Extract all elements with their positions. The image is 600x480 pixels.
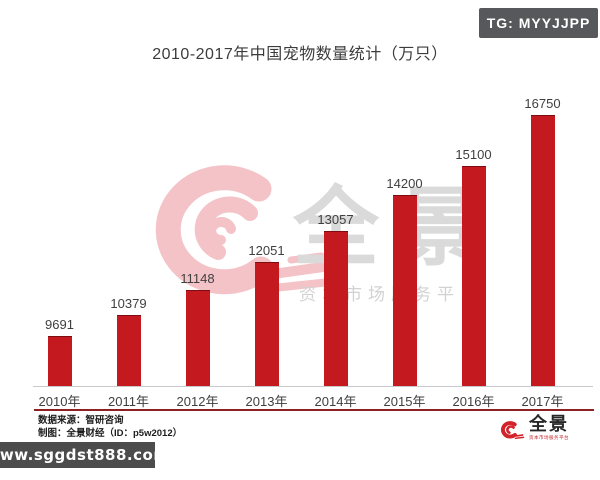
bar bbox=[47, 336, 72, 386]
x-axis-labels: 2010年 2011年 2012年 2013年 2014年 2015年 2016年 2017年 bbox=[25, 391, 577, 410]
tg-badge-label: TG: MYYJJPP bbox=[486, 15, 591, 31]
bar-value-label: 12051 bbox=[248, 243, 285, 258]
x-axis-tick-label: 2017年 bbox=[521, 394, 564, 409]
credit-text: 制图：全景财经（ID：p5w2012） bbox=[38, 428, 183, 439]
bar-value-label: 9691 bbox=[45, 317, 74, 332]
bar-column: 12051 bbox=[232, 90, 301, 386]
x-axis-tick-label: 2012年 bbox=[176, 394, 219, 409]
x-axis-tick-label: 2014年 bbox=[314, 394, 357, 409]
source-block: 数据来源：智研咨询 制图：全景财经（ID：p5w2012） bbox=[38, 414, 182, 440]
tg-badge: TG: MYYJJPP bbox=[479, 8, 598, 38]
bar-value-label: 14200 bbox=[386, 176, 423, 191]
bar-column: 11148 bbox=[163, 90, 232, 386]
bar bbox=[392, 195, 417, 386]
footer-logo-text: 全景 资本市场服务平台 bbox=[529, 415, 600, 447]
bar bbox=[323, 231, 348, 386]
x-axis-tick-label: 2013年 bbox=[245, 394, 288, 409]
quanjing-swirl-watermark-icon bbox=[155, 165, 334, 295]
x-axis-line bbox=[33, 386, 593, 387]
bar-column: 14200 bbox=[370, 90, 439, 386]
bar-column: 16750 bbox=[508, 90, 577, 386]
bar-value-label: 15100 bbox=[455, 147, 492, 162]
bar-value-label: 16750 bbox=[524, 96, 561, 111]
bar-column: 10379 bbox=[94, 90, 163, 386]
quanjing-logo-icon bbox=[500, 421, 525, 440]
bar bbox=[461, 166, 486, 386]
bar bbox=[116, 315, 141, 386]
bar-column: 9691 bbox=[25, 90, 94, 386]
bar-value-label: 11148 bbox=[180, 271, 215, 286]
bar-column: 15100 bbox=[439, 90, 508, 386]
footer-separator-line bbox=[34, 409, 594, 411]
bar bbox=[185, 290, 210, 386]
bar bbox=[254, 262, 279, 386]
page-title: 2010-2017年中国宠物数量统计（万只） bbox=[152, 46, 448, 63]
footer-brand-logo: 全景 资本市场服务平台 bbox=[497, 415, 600, 447]
bar-value-label: 13057 bbox=[317, 212, 354, 227]
footer-logo-name: 全景 bbox=[529, 414, 569, 434]
data-source-text: 数据来源：智研咨询 bbox=[38, 415, 124, 426]
bar-value-label: 10379 bbox=[110, 296, 147, 311]
bar-column: 13057 bbox=[301, 90, 370, 386]
bar bbox=[530, 115, 555, 386]
footer-logo-tagline: 资本市场服务平台 bbox=[529, 435, 570, 440]
url-watermark-banner: www.sggdst888.com bbox=[0, 442, 169, 468]
x-axis-tick-label: 2015年 bbox=[383, 394, 426, 409]
x-axis-tick-label: 2011年 bbox=[108, 394, 149, 409]
x-axis-tick-label: 2010年 bbox=[38, 394, 81, 409]
url-watermark-text: www.sggdst888.com bbox=[0, 446, 170, 464]
x-axis-tick-label: 2016年 bbox=[452, 394, 495, 409]
bar-plot-area: 9691 10379 11148 12051 13057 14200 15100 16750 bbox=[25, 90, 577, 386]
